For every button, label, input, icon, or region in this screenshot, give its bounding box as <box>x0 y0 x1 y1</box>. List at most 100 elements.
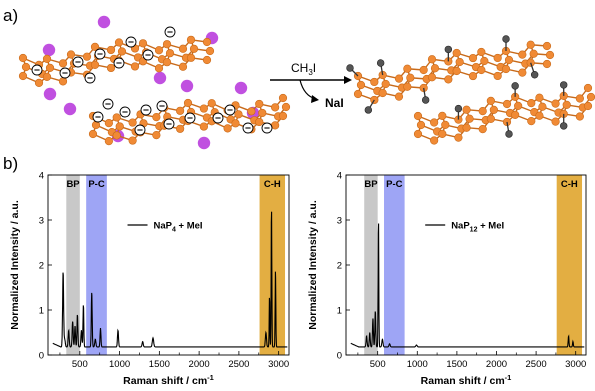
sodium-ion <box>97 15 111 29</box>
phosphorus-atom <box>202 55 212 65</box>
sodium-ion <box>180 79 194 93</box>
phosphorus-atom <box>202 37 212 47</box>
phosphorus-atom <box>207 99 216 108</box>
band-label: C-H <box>264 179 281 190</box>
y-tick-label: 4 <box>39 171 44 182</box>
phosphorus-atom <box>112 113 121 122</box>
phosphorus-atom <box>489 105 498 114</box>
phosphorus-atom <box>130 62 140 71</box>
phosphorus-atom <box>452 66 461 76</box>
phosphorus-atom <box>255 99 264 109</box>
negative-charge <box>102 98 114 110</box>
negative-charge <box>119 106 131 118</box>
phosphorus-atom <box>455 57 464 67</box>
y-tick-label: 0 <box>39 351 44 362</box>
phosphorus-atom <box>370 95 379 105</box>
phosphorus-atom <box>378 88 387 98</box>
phosphorus-atom <box>42 72 52 81</box>
reaction-arrow <box>270 76 352 103</box>
phosphorus-atom <box>501 64 511 74</box>
phosphorus-atom <box>154 46 164 55</box>
phosphorus-atom <box>178 44 188 53</box>
y-tick-label: 4 <box>337 171 342 182</box>
phosphorus-atom <box>403 64 412 73</box>
negative-charge <box>164 26 176 38</box>
phosphorus-atom <box>514 101 523 110</box>
phosphorus-atom <box>438 111 447 120</box>
phosphorus-atom <box>281 102 291 112</box>
phosphorus-atom <box>205 46 215 56</box>
phosphorus-atom <box>542 59 552 69</box>
y-tick-label: 1 <box>39 306 44 317</box>
phosphorus-atom <box>104 118 113 128</box>
phosphorus-atom <box>381 79 390 89</box>
y-tick-label: 2 <box>39 261 44 272</box>
methyl-group <box>346 64 359 77</box>
phosphorus-atom <box>199 104 208 113</box>
phosphorus-atom <box>189 44 199 53</box>
phosphorus-atom <box>183 98 193 108</box>
x-tick-label: 500 <box>72 359 88 370</box>
phosphorus-atom <box>527 99 536 108</box>
phosphorus-atom <box>427 73 437 82</box>
phosphorus-atom <box>480 56 489 66</box>
phosphorus-atom <box>526 40 535 49</box>
phosphorus-atom <box>106 63 116 73</box>
phosphorus-atom <box>18 53 28 63</box>
phosphorus-atom <box>34 78 44 87</box>
phosphorus-atom <box>545 50 555 60</box>
phosphorus-atom <box>413 111 423 121</box>
phosphorus-atom <box>562 100 571 109</box>
phosphorus-atom <box>178 62 188 71</box>
sodium-ion <box>234 81 248 95</box>
band-pc <box>384 175 405 355</box>
phosphorus-atom <box>493 53 502 63</box>
sodium-ions <box>42 15 260 150</box>
phosphorus-atom <box>518 50 527 59</box>
legend-entry: NaP4 + MeI <box>154 221 203 234</box>
negative-charge <box>92 111 104 123</box>
raman-chart-nap4: BP P-C C-H 500 1000 1500 2000 2500 3000 0 1 2 3 4 Norm… <box>9 171 290 387</box>
phosphorus-atom <box>247 107 256 116</box>
phosphorus-atom <box>468 71 478 81</box>
negative-charge <box>94 48 106 60</box>
methyl-group <box>530 62 539 79</box>
negative-charge <box>261 122 273 134</box>
phosphorus-atom <box>186 35 196 44</box>
x-tick-label: 1500 <box>149 359 170 370</box>
phosphorus-atom <box>430 64 440 73</box>
phosphorus-atom <box>128 136 137 145</box>
negative-charge <box>142 49 154 61</box>
panel-b-label: b) <box>3 154 19 173</box>
methyl-group <box>560 81 568 96</box>
sheet-right-top <box>353 40 555 105</box>
phosphorus-atom <box>406 73 415 82</box>
sodium-ion <box>43 87 57 101</box>
phosphorus-atom <box>542 41 552 51</box>
methyl-group <box>502 35 510 52</box>
methyl-group <box>505 121 513 138</box>
phosphorus-atom <box>477 65 486 75</box>
negative-charge <box>163 118 175 130</box>
methyl-group <box>421 87 430 104</box>
phosphorus-atom <box>502 99 512 109</box>
byproduct-label: NaI <box>325 96 344 110</box>
methyl-group <box>444 45 453 62</box>
phosphorus-atom <box>162 58 172 67</box>
sodium-ion <box>153 71 167 85</box>
phosphorus-atom <box>104 136 113 146</box>
x-tick-label: 1500 <box>446 359 467 370</box>
phosphorus-atom <box>162 40 172 49</box>
band-bp <box>66 175 80 355</box>
phosphorus-atom <box>353 89 363 99</box>
phosphorus-atom <box>278 93 288 103</box>
phosphorus-atom <box>465 114 474 123</box>
phosphorus-atom <box>82 52 92 61</box>
phosphorus-atom <box>152 113 161 122</box>
phosphorus-atom <box>416 120 426 130</box>
y-tick-label: 2 <box>337 261 342 272</box>
phosphorus-atom <box>90 42 100 51</box>
band-label: C-H <box>561 179 578 190</box>
phosphorus-atom <box>255 117 264 127</box>
sheet-left-top <box>18 35 215 87</box>
